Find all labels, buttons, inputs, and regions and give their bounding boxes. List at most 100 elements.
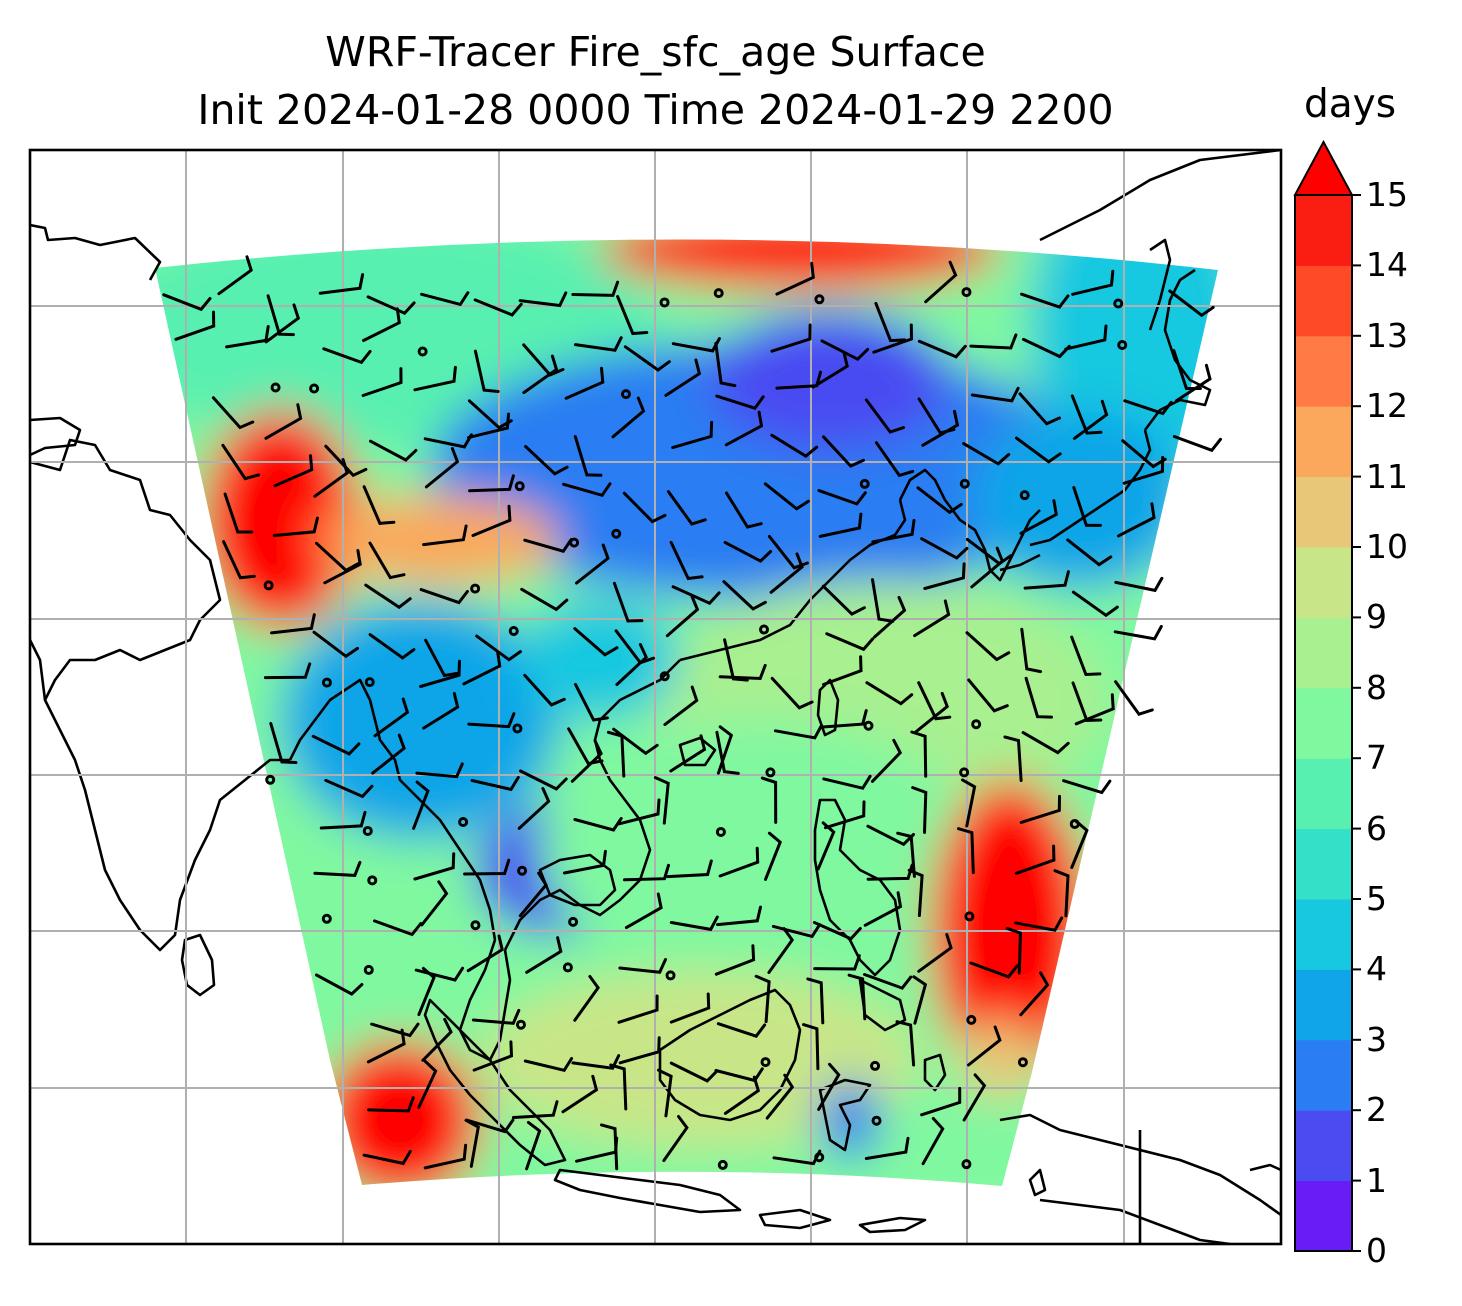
wind-barb <box>1019 499 1058 535</box>
wind-barb <box>1070 819 1089 869</box>
wind-barb <box>1074 693 1115 726</box>
wind-barb <box>1122 455 1165 485</box>
wind-barb <box>917 681 952 721</box>
wind-barb <box>822 655 863 686</box>
colorbar-segment <box>1295 758 1352 830</box>
wind-barb <box>664 358 702 397</box>
calm-wind-marker <box>568 916 579 927</box>
colorbar-units-label: days <box>1303 82 1397 127</box>
wind-barb <box>1062 779 1112 795</box>
wind-barb <box>361 367 403 397</box>
wind-barb <box>1066 538 1113 567</box>
wind-barb <box>967 1025 1002 1067</box>
wind-barb <box>824 800 866 830</box>
wind-barb <box>618 958 667 974</box>
wind-barb <box>419 659 461 688</box>
calm-wind-marker <box>517 865 528 876</box>
colorbar-tick-label: 13 <box>1366 315 1408 355</box>
wind-barb <box>967 678 1009 713</box>
calm-wind-marker <box>715 826 726 837</box>
wind-barb <box>362 485 396 525</box>
colorbar-tick-label: 14 <box>1366 245 1408 285</box>
calm-wind-marker <box>1019 490 1030 501</box>
wind-barb <box>822 435 865 468</box>
wind-barb <box>669 540 704 581</box>
wind-barb <box>1113 625 1163 641</box>
wind-barb <box>524 445 569 476</box>
wind-barb <box>1021 731 1070 755</box>
wind-barb <box>820 339 870 362</box>
wind-barb <box>863 891 903 927</box>
wind-barb <box>269 722 298 764</box>
wind-barb <box>769 552 804 594</box>
wind-barb <box>373 697 410 738</box>
colorbar-tick-label: 3 <box>1366 1019 1387 1059</box>
calm-wind-marker <box>1113 298 1124 309</box>
wind-barb <box>812 921 862 941</box>
calm-wind-marker <box>966 1014 977 1025</box>
wind-barb <box>371 733 406 775</box>
wind-barb <box>817 489 867 506</box>
wind-barb <box>1015 436 1062 464</box>
colorbar-segment <box>1295 335 1352 407</box>
colorbar-segment <box>1295 195 1352 266</box>
wind-barb <box>969 333 1018 350</box>
wind-barb <box>612 727 659 756</box>
wind-barb <box>722 580 767 611</box>
wind-barb <box>324 444 368 478</box>
wind-barb <box>773 724 823 740</box>
wind-barb <box>319 810 367 830</box>
wind-barb <box>763 482 810 511</box>
colorbar-tick-label: 12 <box>1366 386 1408 426</box>
wind-barb <box>423 1143 468 1170</box>
wind-barb <box>1071 269 1115 296</box>
wind-barb <box>464 1118 480 1168</box>
wind-barb <box>311 734 361 756</box>
colorbar-tick-label: 2 <box>1366 1090 1387 1130</box>
wind-barb <box>911 786 928 834</box>
wind-barb <box>370 1022 420 1038</box>
wind-barb <box>1014 916 1064 932</box>
wind-barb <box>969 961 1019 979</box>
wind-barb <box>420 291 470 307</box>
wind-barb <box>863 973 913 990</box>
wind-barb <box>816 821 836 871</box>
wind-barb <box>266 294 295 337</box>
wind-barb <box>1174 363 1212 403</box>
tracer-field-region <box>710 310 950 450</box>
wind-barb <box>923 562 966 590</box>
calm-wind-marker <box>362 825 373 836</box>
wind-barb <box>162 293 212 312</box>
wind-barb <box>817 1062 841 1111</box>
calm-wind-marker <box>569 537 580 548</box>
wind-barb <box>472 1040 514 1072</box>
wind-barb <box>575 543 610 585</box>
wind-barb <box>475 634 522 662</box>
calm-wind-marker <box>760 1057 771 1068</box>
calm-wind-marker <box>364 677 375 688</box>
wind-barb <box>1018 392 1061 426</box>
wind-barb <box>573 627 619 657</box>
wind-barb <box>865 681 914 706</box>
wind-barb <box>413 852 456 881</box>
wind-barb <box>624 892 663 930</box>
wind-barb <box>1070 635 1102 677</box>
wind-barb <box>1023 570 1070 590</box>
wind-barb <box>970 386 1020 403</box>
wind-barb <box>1123 399 1173 416</box>
wind-barb <box>907 868 924 917</box>
wind-barb <box>870 738 903 783</box>
wind-barb <box>518 291 568 308</box>
wind-barb <box>917 933 953 973</box>
wind-barb <box>424 447 460 489</box>
wind-barb <box>573 435 603 477</box>
wind-barb <box>775 261 815 296</box>
wind-barb <box>1070 394 1103 435</box>
wind-barb <box>615 643 649 686</box>
wind-barb <box>600 1123 619 1171</box>
wind-barb <box>466 934 504 973</box>
wind-barb <box>716 725 734 775</box>
wind-barb <box>671 337 721 353</box>
wind-barb <box>811 351 849 389</box>
wind-barb <box>716 905 762 927</box>
